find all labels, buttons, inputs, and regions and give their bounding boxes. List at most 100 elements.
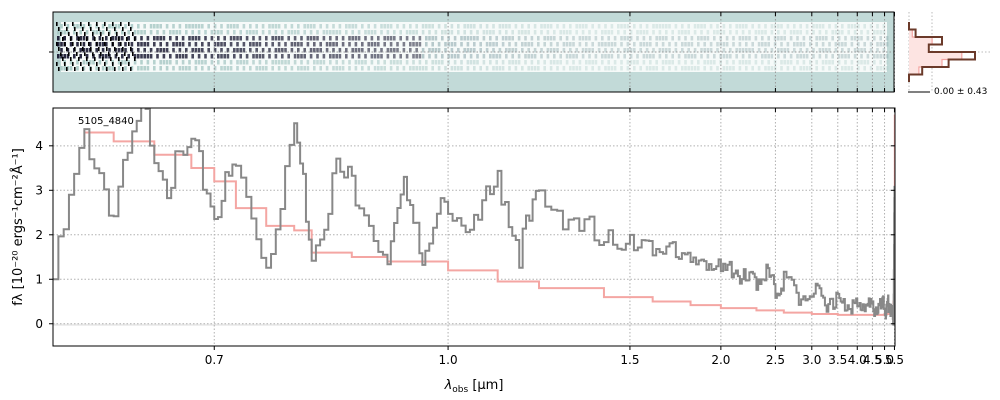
trace-pixel: [684, 36, 687, 41]
trace-pixel: [197, 36, 201, 41]
trace-pixel: [217, 30, 220, 35]
trace-pixel: [741, 24, 745, 29]
trace-pixel: [412, 54, 415, 59]
trace-pixel: [783, 54, 786, 59]
trace-pixel: [882, 48, 886, 53]
trace-pixel: [585, 36, 588, 41]
trace-pixel: [757, 48, 761, 53]
trace-pixel: [453, 54, 457, 59]
spectrum-2d-image: [56, 22, 889, 72]
trace-pixel: [380, 54, 383, 59]
trace-pixel: [466, 66, 470, 71]
trace-pixel: [748, 36, 751, 41]
trace-pixel: [777, 48, 780, 53]
trace-pixel: [290, 30, 294, 35]
trace-pixel: [293, 54, 297, 59]
trace-pixel: [434, 54, 438, 59]
y-tick-label: 2: [35, 228, 43, 242]
trace-pixel: [149, 24, 153, 29]
trace-pixel: [652, 30, 655, 35]
trace-pixel: [610, 42, 614, 47]
trace-pixel: [274, 36, 278, 41]
trace-pixel: [114, 24, 118, 29]
trace-pixel: [466, 42, 470, 47]
trace-pixel: [687, 54, 690, 59]
trace-pixel: [802, 54, 806, 59]
trace-pixel: [588, 60, 591, 65]
trace-pixel: [508, 48, 511, 53]
trace-pixel: [252, 36, 255, 41]
trace-pixel: [565, 60, 569, 65]
trace-pixel: [738, 66, 742, 71]
trace-pixel: [572, 54, 575, 59]
trace-pixel: [505, 30, 508, 35]
edge-pixel: [130, 67, 132, 71]
trace-pixel: [335, 66, 338, 71]
trace-pixel: [850, 36, 854, 41]
trace-pixel: [146, 66, 150, 71]
x-tick-label: 1.0: [439, 353, 458, 367]
trace-pixel: [421, 48, 425, 53]
trace-pixel: [165, 48, 169, 53]
trace-pixel: [623, 54, 626, 59]
trace-pixel: [767, 66, 770, 71]
x-tick-label: 2.0: [711, 353, 730, 367]
trace-pixel: [796, 54, 799, 59]
trace-pixel: [556, 48, 559, 53]
trace-pixel: [780, 24, 783, 29]
trace-pixel: [665, 36, 668, 41]
trace-pixel: [556, 66, 559, 71]
trace-pixel: [319, 24, 322, 29]
trace-pixel: [652, 66, 655, 71]
edge-pixel: [98, 47, 100, 51]
edge-pixel: [68, 52, 70, 56]
trace-pixel: [175, 60, 178, 65]
trace-pixel: [229, 66, 233, 71]
trace-pixel: [533, 66, 537, 71]
trace-pixel: [485, 24, 489, 29]
trace-pixel: [281, 60, 284, 65]
trace-pixel: [242, 60, 246, 65]
trace-pixel: [549, 48, 553, 53]
trace-pixel: [812, 30, 815, 35]
trace-pixel: [793, 42, 796, 47]
trace-pixel: [245, 54, 249, 59]
edge-pixel: [58, 67, 60, 71]
trace-pixel: [767, 36, 770, 41]
trace-pixel: [473, 42, 476, 47]
trace-pixel: [377, 60, 380, 65]
trace-pixel: [361, 66, 364, 71]
trace-pixel: [831, 30, 834, 35]
trace-pixel: [799, 66, 802, 71]
trace-pixel: [562, 42, 566, 47]
trace-pixel: [543, 24, 546, 29]
trace-pixel: [735, 48, 738, 53]
trace-pixel: [725, 60, 729, 65]
trace-pixel: [748, 30, 751, 35]
trace-pixel: [492, 66, 495, 71]
flux-series: [53, 108, 895, 326]
trace-pixel: [229, 60, 233, 65]
trace-pixel: [469, 24, 473, 29]
trace-pixel: [697, 42, 700, 47]
trace-pixel: [319, 42, 322, 47]
trace-pixel: [76, 24, 79, 29]
trace-pixel: [812, 54, 815, 59]
trace-pixel: [562, 24, 566, 29]
trace-pixel: [674, 24, 678, 29]
trace-pixel: [837, 54, 841, 59]
trace-pixel: [169, 54, 172, 59]
trace-pixel: [601, 54, 604, 59]
trace-pixel: [655, 24, 658, 29]
trace-pixel: [732, 36, 735, 41]
edge-pixel: [72, 22, 74, 26]
trace-pixel: [175, 36, 178, 41]
trace-pixel: [527, 24, 530, 29]
trace-pixel: [834, 42, 838, 47]
trace-pixel: [649, 54, 652, 59]
trace-pixel: [873, 36, 876, 41]
trace-pixel: [853, 54, 857, 59]
trace-pixel: [508, 60, 511, 65]
trace-pixel: [684, 30, 687, 35]
trace-pixel: [217, 42, 220, 47]
